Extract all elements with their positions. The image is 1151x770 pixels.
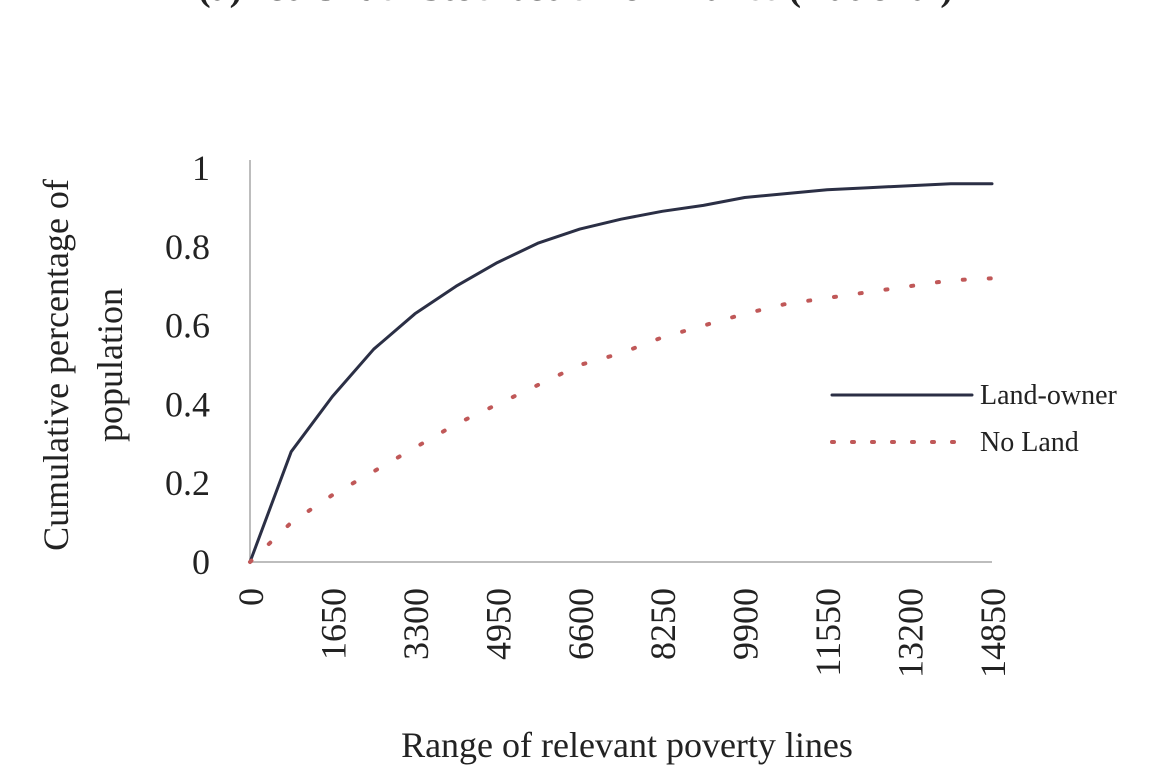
y-tick-label: 0 [192, 542, 210, 582]
legend-label: No Land [980, 427, 1079, 458]
y-tick-label: 0.4 [165, 384, 210, 424]
axis-titles: Range of relevant poverty lines Cumulativ… [36, 179, 853, 765]
x-tick-label: 14850 [973, 588, 1013, 678]
x-axis-title: Range of relevant poverty lines [401, 725, 853, 765]
x-tick-label: 8250 [643, 588, 683, 660]
x-tick-label: 1650 [313, 588, 353, 660]
x-tick-labels: 0 1650 3300 4950 6600 8250 9900 11550 13200 14850 [231, 588, 1013, 678]
legend-label: Land-owner [980, 380, 1118, 411]
x-tick-label: 9900 [726, 588, 766, 660]
series-line-land-owner [248, 182, 994, 564]
y-axis-title-line: Cumulative percentage of [36, 179, 76, 551]
x-tick-label: 4950 [478, 588, 518, 660]
y-tick-label: 0.8 [165, 227, 210, 267]
axes-layer [249, 160, 992, 563]
x-tick-label: 13200 [891, 588, 931, 678]
series-line-no-land [248, 276, 994, 564]
x-tick-label: 11550 [808, 588, 848, 677]
series-layer [248, 182, 994, 564]
y-tick-label: 0.2 [165, 463, 210, 503]
x-tick-label: 6600 [561, 588, 601, 660]
y-tick-label: 0.6 [165, 306, 210, 346]
x-tick-label: 0 [231, 588, 271, 606]
x-tick-label: 3300 [396, 588, 436, 660]
y-axis-title-line: population [90, 288, 130, 442]
y-tick-label: 1 [192, 148, 210, 188]
chart-title: (a) 1st-Order Stochastic Dominance (Nati… [0, 0, 1151, 12]
legend: Land-owner No Land [830, 380, 1118, 458]
y-tick-labels: 0 0.2 0.4 0.6 0.8 1 [165, 148, 210, 582]
